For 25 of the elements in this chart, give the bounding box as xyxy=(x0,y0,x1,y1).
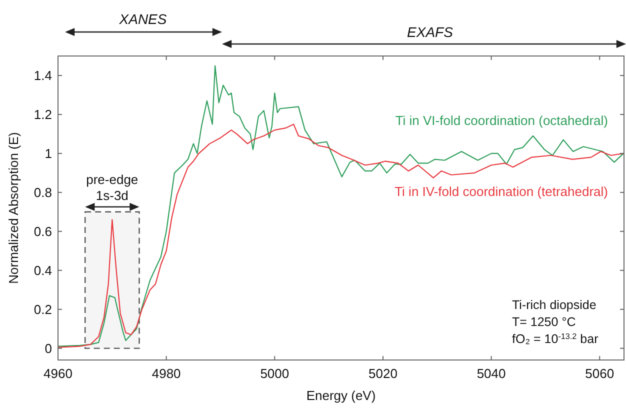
x-tick-label: 4980 xyxy=(152,366,181,381)
y-tick-label: 1.2 xyxy=(34,106,52,122)
y-tick-label: 1.4 xyxy=(34,68,52,83)
text: EXAFS xyxy=(407,24,454,40)
y-tick-label: 0 xyxy=(44,340,52,356)
text: XANES xyxy=(118,11,168,27)
y-tick-label: 0.6 xyxy=(34,224,52,239)
band-label: pre-edge 1s-3d xyxy=(86,172,138,203)
y-axis-title: Normalized Absorption (E) xyxy=(6,132,21,284)
annotation: Ti-rich diopside xyxy=(512,298,596,312)
x-tick-label: 5000 xyxy=(260,366,290,381)
y-tick-label: 1 xyxy=(44,146,52,161)
y-tick-label: 0.8 xyxy=(34,184,52,200)
x-tick-label: 5040 xyxy=(476,366,506,381)
y-tick-label: 0.2 xyxy=(34,302,52,317)
line-series xyxy=(57,65,624,347)
x-tick-label: 4960 xyxy=(44,366,72,381)
series-label: Ti in VI-fold coordination (octahedral) xyxy=(395,113,608,128)
series-label: Ti in IV-fold coordination (tetrahedral) xyxy=(394,184,608,199)
annotation: T= 1250 °C xyxy=(512,315,576,329)
x-tick-label: 5060 xyxy=(585,366,614,381)
y-tick-label: 0.4 xyxy=(34,262,52,278)
annotation: fO₂ = 10$^{-13.2}$ bar xyxy=(512,332,598,346)
x-axis-title: Energy (eV) xyxy=(306,388,376,403)
x-tick-label: 5020 xyxy=(368,366,398,381)
